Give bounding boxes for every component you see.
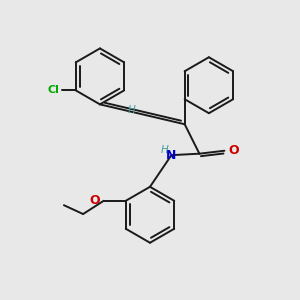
Text: N: N (166, 149, 177, 162)
Text: Cl: Cl (48, 85, 59, 95)
Text: O: O (229, 144, 239, 157)
Text: H: H (161, 145, 169, 155)
Text: O: O (89, 194, 100, 207)
Text: H: H (128, 105, 136, 115)
